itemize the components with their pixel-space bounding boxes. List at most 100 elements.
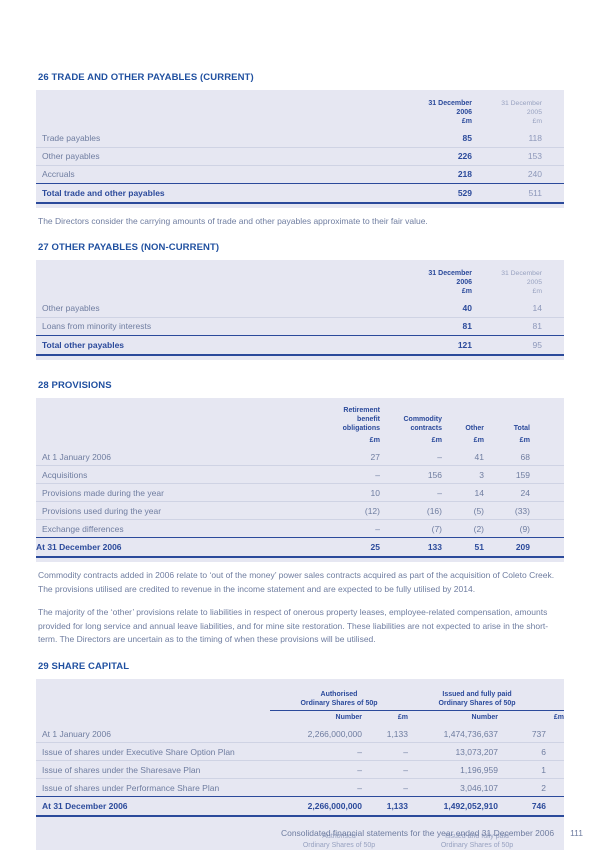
section-note-29: 29 SHARE CAPITAL Authorised Ordinary Sha…: [36, 661, 564, 850]
header-line: 31 December: [501, 99, 542, 107]
other-payables-table-block: 31 December 2006 £m 31 December 2005 £m …: [36, 260, 564, 360]
units-label: £m: [519, 435, 530, 444]
units-row: £m £m £m £m: [36, 433, 564, 448]
total-value: 529: [382, 182, 472, 204]
row-value: (33): [484, 501, 564, 520]
table-row: Exchange differences – (7) (2) (9): [36, 519, 564, 538]
header-line: £m: [532, 287, 542, 295]
row-value: 3,046,107: [408, 778, 498, 797]
group-spacer: [36, 687, 270, 711]
row-value: –: [302, 465, 380, 484]
header-2005: 31 December 2005 £m: [472, 95, 564, 130]
row-value: (16): [380, 501, 442, 520]
row-label: Loans from minority interests: [36, 316, 382, 335]
row-value: 10: [302, 483, 380, 502]
table-header-row: Retirement benefit obligations Commodity…: [36, 403, 564, 434]
total-value: 133: [380, 537, 442, 558]
row-value: –: [270, 760, 362, 779]
table-header-row: 31 December 2006 £m 31 December 2005 £m: [36, 95, 564, 130]
row-value: –: [270, 778, 362, 797]
header-line: Total: [513, 425, 530, 432]
row-label: Issue of shares under Performance Share …: [36, 778, 270, 797]
row-value: 14: [442, 483, 484, 502]
row-value: 1,474,736,637: [443, 728, 498, 739]
header-commodity: Commodity contracts: [380, 403, 443, 434]
row-value: –: [380, 483, 442, 502]
trade-payables-table-block: 31 December 2006 £m 31 December 2005 £m …: [36, 90, 564, 208]
total-row: Total trade and other payables 529 511: [36, 182, 564, 204]
row-label: Other payables: [42, 303, 100, 313]
header-line: Commodity: [403, 416, 443, 423]
header-line: obligations: [342, 425, 380, 432]
row-label: Provisions used during the year: [36, 501, 302, 520]
row-value: 240: [472, 164, 564, 183]
page-number: 111: [570, 828, 583, 838]
group-line: Issued and fully paid: [442, 691, 512, 698]
header-spacer: [36, 95, 382, 130]
total-value: 209: [484, 537, 564, 558]
total-value: 95: [472, 334, 564, 356]
total-value: 746: [498, 796, 564, 817]
row-value: 737: [531, 728, 546, 739]
row-value: 68: [520, 451, 530, 462]
table-row: At 1 January 2006 27 – 41 68: [36, 448, 564, 466]
provisions-table-block: Retirement benefit obligations Commodity…: [36, 397, 564, 562]
table-row: Other payables 226 153: [36, 146, 564, 165]
header-other: Other: [442, 403, 484, 434]
total-value: 1,492,052,910: [408, 796, 498, 817]
group-header-row: Authorised Ordinary Shares of 50p Issued…: [36, 828, 564, 850]
header-line: 2006: [456, 108, 472, 116]
share-capital-2006-table: Authorised Ordinary Shares of 50p Issued…: [36, 686, 564, 818]
header-line: benefit: [357, 416, 380, 423]
row-value: 81: [382, 316, 472, 335]
table-header-row: 31 December 2006 £m 31 December 2005 £m: [36, 265, 564, 300]
header-spacer: [36, 265, 382, 300]
table-row: Provisions used during the year (12) (16)(…: [36, 501, 564, 520]
group-line: Ordinary Shares of 50p: [440, 841, 514, 849]
section-heading: 29 SHARE CAPITAL: [38, 660, 130, 672]
header-line: 2005: [526, 108, 542, 116]
header-line: 31 December: [428, 269, 472, 277]
group-line: Authorised: [320, 691, 358, 698]
row-label: Trade payables: [42, 133, 101, 143]
row-value: 218: [382, 164, 472, 183]
row-value: 159: [484, 465, 564, 484]
paragraph: The majority of the ‘other’ provisions r…: [38, 607, 549, 644]
row-value: 156: [380, 465, 442, 484]
group-authorised: Authorised Ordinary Shares of 50p: [270, 828, 408, 850]
header-line: contracts: [410, 425, 442, 432]
group-issued: Issued and fully paid Ordinary Shares of…: [408, 686, 564, 711]
row-value: 1,196,959: [408, 760, 498, 779]
units-label: £m: [431, 435, 442, 444]
units-spacer: [36, 433, 302, 448]
section-heading: 26 TRADE AND OTHER PAYABLES (CURRENT): [38, 72, 254, 83]
total-value: 121: [382, 334, 472, 356]
row-value: 40: [462, 303, 472, 313]
row-value: 14: [532, 303, 542, 313]
group-line: Issued and fully paid: [445, 832, 509, 840]
row-value: 3: [442, 465, 484, 484]
other-payables-table: 31 December 2006 £m 31 December 2005 £m …: [36, 265, 564, 356]
header-spacer: [36, 711, 270, 726]
row-value: –: [362, 760, 408, 779]
total-row: Total other payables 121 95: [36, 334, 564, 356]
paragraph: The Directors consider the carrying amou…: [38, 215, 428, 226]
total-value: 1,133: [362, 796, 408, 817]
group-spacer: [36, 828, 270, 850]
row-value: (2): [442, 519, 484, 538]
group-line: Ordinary Shares of 50p: [300, 700, 378, 707]
header-2006: 31 December 2006 £m: [382, 95, 472, 130]
column-header: £m: [553, 714, 564, 721]
header-spacer: [36, 403, 302, 434]
total-value: 25: [302, 537, 380, 558]
row-label: Issue of shares under Executive Share Op…: [36, 742, 270, 761]
table-row: Other payables 40 14: [36, 300, 564, 318]
footer-text: Consolidated financial statements for th…: [280, 828, 555, 838]
group-line: Ordinary Shares of 50p: [302, 841, 376, 849]
header-line: £m: [532, 117, 542, 125]
row-value: 1: [498, 760, 564, 779]
row-value: –: [362, 778, 408, 797]
group-header-row: Authorised Ordinary Shares of 50p Issued…: [36, 686, 564, 711]
provisions-table: Retirement benefit obligations Commodity…: [36, 403, 564, 559]
row-value: –: [362, 742, 408, 761]
